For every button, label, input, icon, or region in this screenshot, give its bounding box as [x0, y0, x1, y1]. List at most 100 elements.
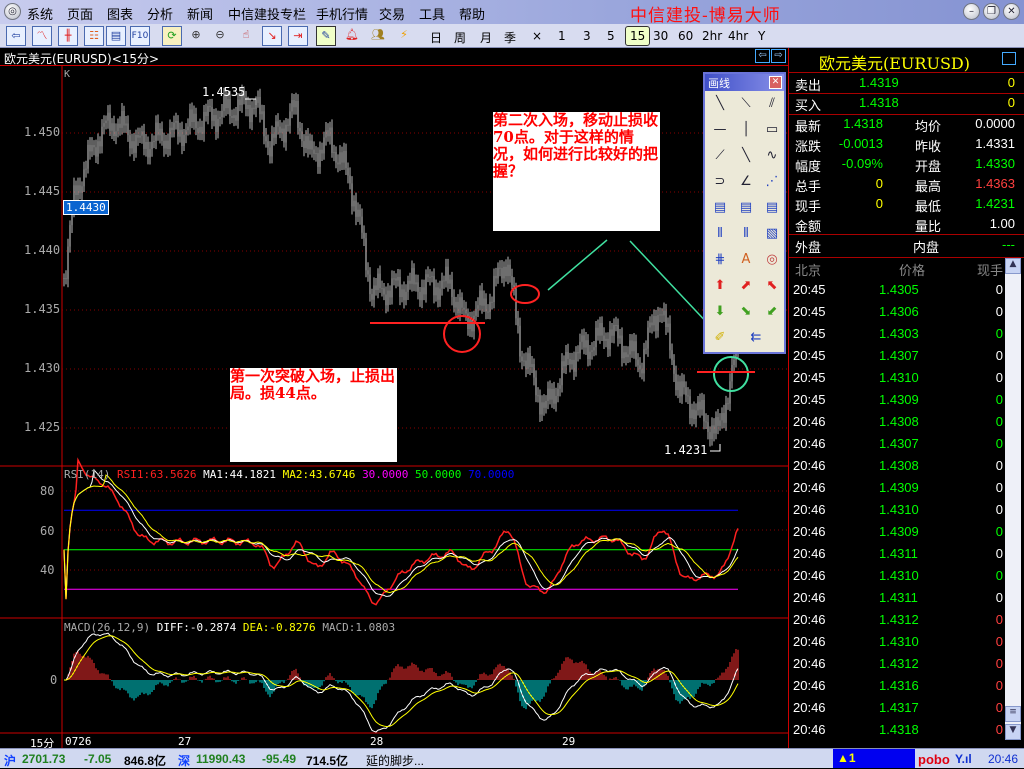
candle-body — [391, 278, 393, 298]
text-icon[interactable]: A — [741, 252, 751, 267]
zoom-in-icon[interactable]: ⊕ — [191, 28, 201, 41]
select-icon[interactable]: ☝ — [242, 28, 250, 41]
candle-body — [483, 298, 485, 306]
up-arrow-icon[interactable]: ⬆ — [714, 278, 726, 293]
period-2hr[interactable]: 2hr — [702, 29, 723, 43]
delete-all-icon[interactable]: ⇇ — [750, 330, 762, 345]
vertical-line-icon[interactable]: │ — [742, 122, 750, 137]
tick-list-scrollbar[interactable]: ▲ ≡ ▼ — [1005, 258, 1021, 740]
period-5[interactable]: 5 — [607, 29, 615, 43]
annotation-second-entry[interactable]: 第二次入场，移动止损收70点。对于这样的情况，如何进行比较好的把握？ — [493, 112, 660, 231]
rsi-ma1-value: MA1:44.1821 — [203, 468, 276, 481]
candle-body — [577, 352, 579, 354]
period-day[interactable]: 日 — [430, 31, 443, 45]
menu-news[interactable]: 新闻 — [187, 8, 214, 23]
scroll-up-button[interactable]: ▲ — [1005, 258, 1021, 274]
percent-icon[interactable]: ▤ — [739, 200, 753, 215]
back-icon[interactable]: ⇦ — [6, 26, 26, 46]
alerts-indicator[interactable]: ▲1 — [833, 749, 915, 768]
period-60[interactable]: 60 — [678, 29, 694, 43]
menu-analysis[interactable]: 分析 — [147, 8, 174, 23]
cycle-icon[interactable]: ⦀ — [717, 226, 723, 241]
stamp-icon[interactable]: ◎ — [766, 252, 778, 267]
restore-button[interactable]: ❐ — [983, 3, 1000, 20]
tick-volume: 0 — [995, 480, 1003, 495]
candle-body — [597, 327, 599, 336]
alarm-icon[interactable]: 🔔︎ — [345, 28, 359, 41]
scroll-right-button[interactable]: ⇨ — [771, 49, 786, 63]
period-x[interactable]: × — [532, 29, 543, 43]
import-icon[interactable]: ⇥ — [288, 26, 308, 46]
close-button[interactable]: ✕ — [1003, 3, 1020, 20]
period-4hr[interactable]: 4hr — [728, 29, 749, 43]
menu-page[interactable]: 页面 — [67, 8, 94, 23]
eraser-icon[interactable]: ✐ — [714, 330, 726, 345]
segment2-icon[interactable]: ╲ — [742, 148, 750, 163]
channel-icon[interactable]: ▧ — [765, 226, 779, 241]
period-month[interactable]: 月 — [480, 31, 493, 45]
line-chart-icon[interactable]: 〽 — [32, 26, 52, 46]
chart-area[interactable]: K 1.450 1.445 1.440 1.435 1.430 1.425 1.… — [0, 66, 788, 750]
fibonacci-icon[interactable]: ⦀ — [743, 226, 749, 241]
menu-chart[interactable]: 图表 — [107, 8, 134, 23]
report-icon[interactable]: ▤ — [106, 26, 126, 46]
scroll-left-button[interactable]: ⇦ — [755, 49, 770, 63]
down-left-arrow-icon[interactable]: ⬋ — [766, 304, 778, 319]
candlestick-chart[interactable] — [0, 66, 788, 748]
up-right-arrow-icon[interactable]: ⬈ — [740, 278, 752, 293]
annotation-first-entry[interactable]: 第一次突破入场，止损出局。损44点。 — [230, 368, 397, 462]
scroll-down-button[interactable]: ▼ — [1005, 724, 1021, 740]
period-year[interactable]: Y — [758, 29, 766, 43]
candle-chart-icon[interactable]: ╫ — [58, 26, 78, 46]
horizontal-line-icon[interactable]: — — [713, 122, 727, 137]
rectangle-icon[interactable]: ▭ — [765, 122, 779, 137]
fan-icon[interactable]: ⋰ — [765, 174, 779, 189]
period-15[interactable]: 15 — [625, 26, 651, 46]
toolbox-title: 画线 — [705, 74, 784, 91]
users-icon[interactable]: 👥︎ — [371, 28, 385, 41]
down-right-arrow-icon[interactable]: ⬊ — [740, 304, 752, 319]
tick-price: 1.4310 — [879, 568, 919, 583]
drawing-toolbox[interactable]: 画线 ✕ ╲ ⟍ ⫽ — │ ▭ ⟋ ╲ ∿ ⊃ ∠ ⋰ ▤ ▤ ▤ ⦀ ⦀ ▧ ⋕ A ◎ ⬆ ⬈ ⬉ ⬇ ⬊ ⬋ ✐ ⇇ — [703, 72, 786, 354]
angle-icon[interactable]: ∠ — [740, 174, 752, 189]
period-quarter[interactable]: 季 — [504, 31, 517, 45]
period-30[interactable]: 30 — [653, 29, 669, 43]
refresh-icon[interactable]: ⟳ — [162, 26, 182, 46]
menu-mobile[interactable]: 手机行情 — [316, 8, 369, 23]
news-ticker[interactable]: 延的脚步... — [366, 754, 425, 768]
menu-system[interactable]: 系统 — [27, 8, 54, 23]
menu-trade[interactable]: 交易 — [379, 8, 406, 23]
list-icon[interactable]: ☷ — [84, 26, 104, 46]
flash-icon[interactable]: ⚡︎ — [400, 28, 408, 41]
export-icon[interactable]: ↘ — [262, 26, 282, 46]
period-3[interactable]: 3 — [583, 29, 591, 43]
tick-volume: 0 — [995, 590, 1003, 605]
app-logo-icon[interactable]: ◎ — [4, 3, 21, 20]
wave-icon[interactable]: ∿ — [766, 148, 778, 163]
clock: 20:46 — [988, 752, 1019, 766]
menu-help[interactable]: 帮助 — [459, 8, 486, 23]
draw-icon[interactable]: ✎ — [316, 26, 336, 46]
line-icon[interactable]: ╲ — [716, 96, 724, 111]
toolbox-close-button[interactable]: ✕ — [769, 76, 782, 89]
down-arrow-icon[interactable]: ⬇ — [714, 304, 726, 319]
ray-icon[interactable]: ⟋ — [715, 148, 725, 163]
maximize-panel-button[interactable] — [1002, 52, 1016, 65]
zoom-out-icon[interactable]: ⊖ — [215, 28, 225, 41]
menu-tools[interactable]: 工具 — [419, 8, 446, 23]
period-1[interactable]: 1 — [558, 29, 566, 43]
minimize-button[interactable]: – — [963, 3, 980, 20]
up-left-arrow-icon[interactable]: ⬉ — [766, 278, 778, 293]
menu-column[interactable]: 中信建投专栏 — [228, 8, 307, 23]
arc-icon[interactable]: ⊃ — [714, 174, 726, 189]
percent2-icon[interactable]: ▤ — [765, 200, 779, 215]
quote-row: 幅度 -0.09% 开盘 1.4330 — [793, 154, 1019, 174]
segment-icon[interactable]: ⟍ — [741, 96, 751, 111]
period-week[interactable]: 周 — [454, 31, 467, 45]
f10-icon[interactable]: F10 — [130, 26, 150, 46]
speed-icon[interactable]: ⋕ — [714, 252, 726, 267]
scroll-thumb[interactable]: ≡ — [1005, 706, 1021, 722]
gann-icon[interactable]: ▤ — [713, 200, 727, 215]
reentry-ellipse — [510, 284, 540, 304]
parallel-icon[interactable]: ⫽ — [769, 96, 775, 111]
